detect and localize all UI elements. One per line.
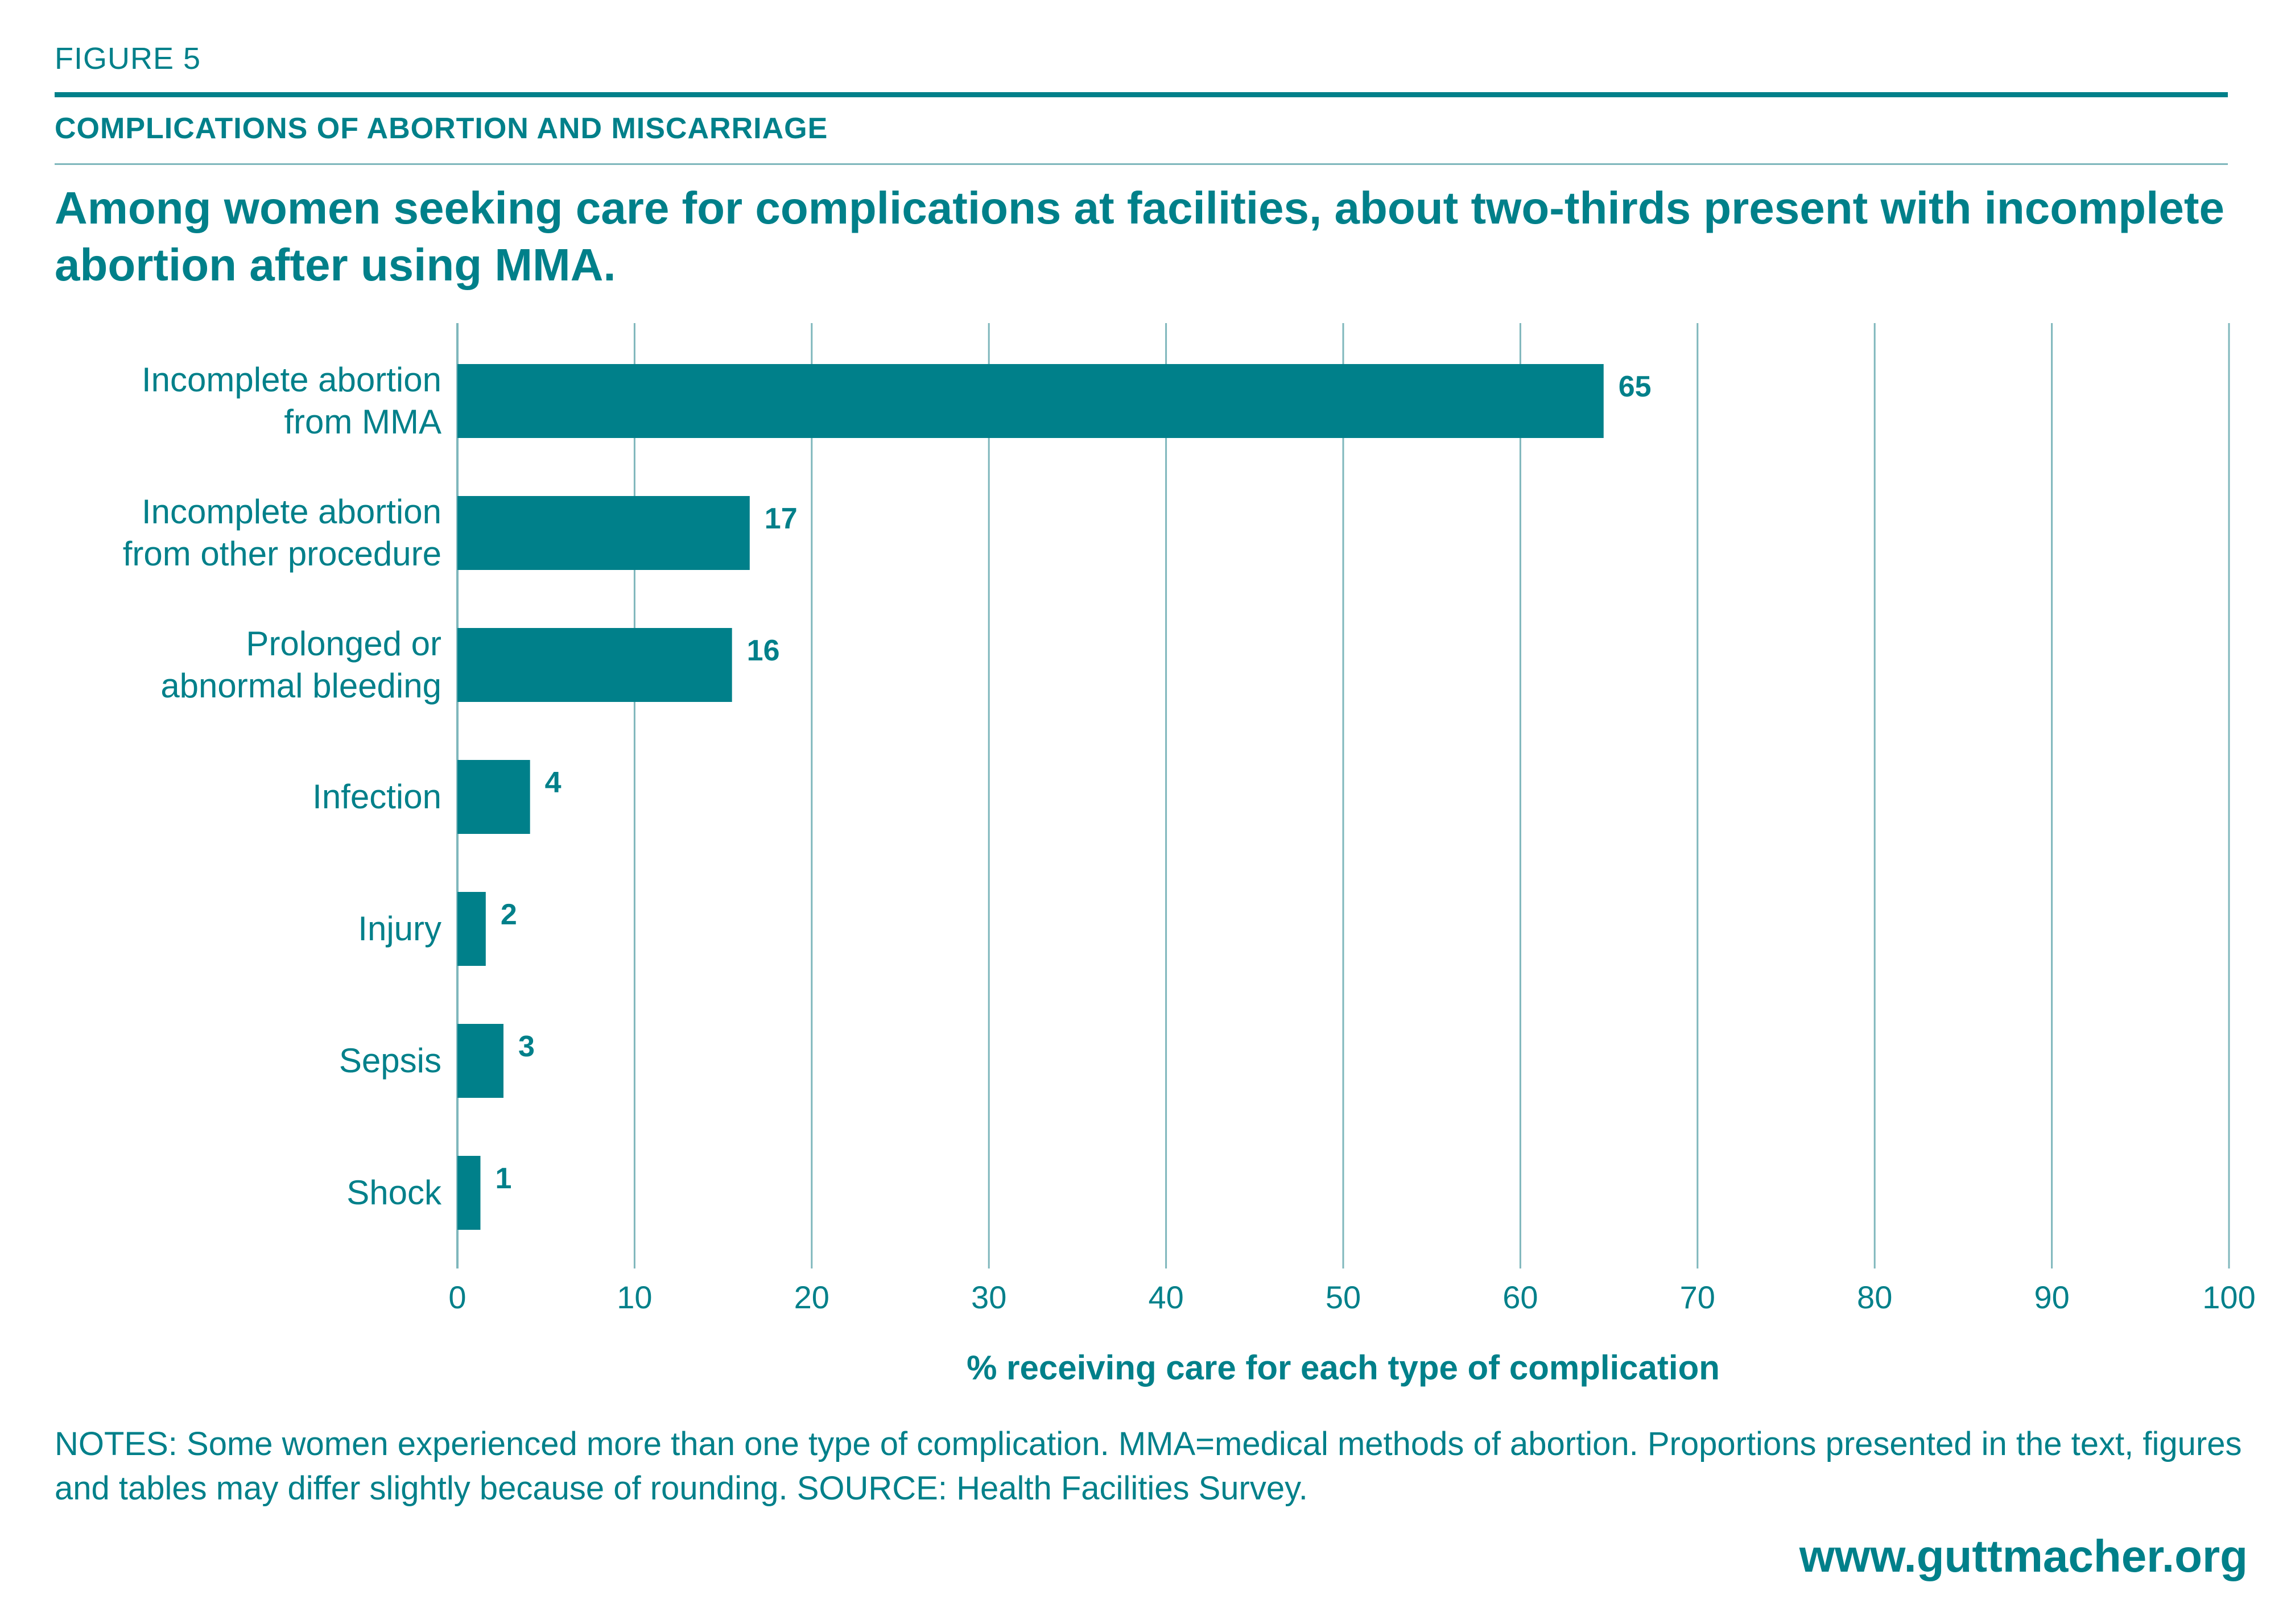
bar-chart: Incomplete abortion from MMA Incomplete ab… (123, 323, 2256, 1387)
kicker-rule (55, 163, 2228, 165)
x-tick-0: 0 (448, 1279, 466, 1315)
value-label-3: 4 (545, 766, 562, 799)
category-label-5: Sepsis (339, 1042, 441, 1080)
x-tick-20: 20 (794, 1279, 829, 1315)
category-label-3: Infection (312, 778, 441, 816)
x-tick-60: 60 (1502, 1279, 1538, 1315)
figure-kicker: COMPLICATIONS OF ABORTION AND MISCARRIAG… (55, 112, 828, 145)
x-tick-50: 50 (1326, 1279, 1361, 1315)
x-axis-label: % receiving care for each type of compli… (967, 1349, 1720, 1387)
bar-2 (457, 628, 732, 702)
category-label-2: Prolonged or abnormal bleeding (160, 625, 441, 705)
x-tick-90: 90 (2034, 1279, 2069, 1315)
category-labels: Incomplete abortion from MMA Incomplete ab… (123, 361, 442, 1212)
value-label-6: 1 (495, 1162, 511, 1195)
bar-6 (457, 1156, 481, 1230)
x-tick-labels: 0 10 20 30 40 50 60 70 80 90 100 (448, 1279, 2255, 1315)
value-label-4: 2 (501, 898, 517, 931)
x-tick-30: 30 (971, 1279, 1006, 1315)
source-url[interactable]: www.guttmacher.org (1799, 1531, 2248, 1581)
x-tick-100: 100 (2202, 1279, 2255, 1315)
category-label-6: Shock (346, 1173, 442, 1212)
x-tick-80: 80 (1857, 1279, 1892, 1315)
category-label-0: Incomplete abortion from MMA (142, 361, 441, 441)
value-label-0: 65 (1619, 370, 1652, 403)
header-rule (55, 92, 2228, 97)
category-label-4: Injury (358, 910, 441, 948)
value-label-2: 16 (747, 634, 780, 667)
value-label-5: 3 (518, 1030, 535, 1063)
value-label-1: 17 (765, 502, 798, 535)
figure-headline: Among women seeking care for complicatio… (55, 183, 2224, 290)
value-labels: 65 17 16 4 2 3 1 (495, 370, 1651, 1195)
bar-1 (457, 496, 750, 570)
x-tick-40: 40 (1148, 1279, 1183, 1315)
gridlines (456, 323, 2230, 1268)
x-tick-10: 10 (617, 1279, 652, 1315)
bar-3 (457, 760, 530, 834)
figure-label: FIGURE 5 (55, 42, 201, 76)
bar-0 (457, 364, 1604, 438)
category-label-1: Incomplete abortion from other procedure (123, 493, 441, 573)
x-tick-70: 70 (1680, 1279, 1715, 1315)
notes: NOTES: Some women experienced more than … (55, 1425, 2242, 1507)
bar-5 (457, 1024, 503, 1098)
bar-4 (457, 892, 486, 966)
bars (457, 364, 1604, 1230)
